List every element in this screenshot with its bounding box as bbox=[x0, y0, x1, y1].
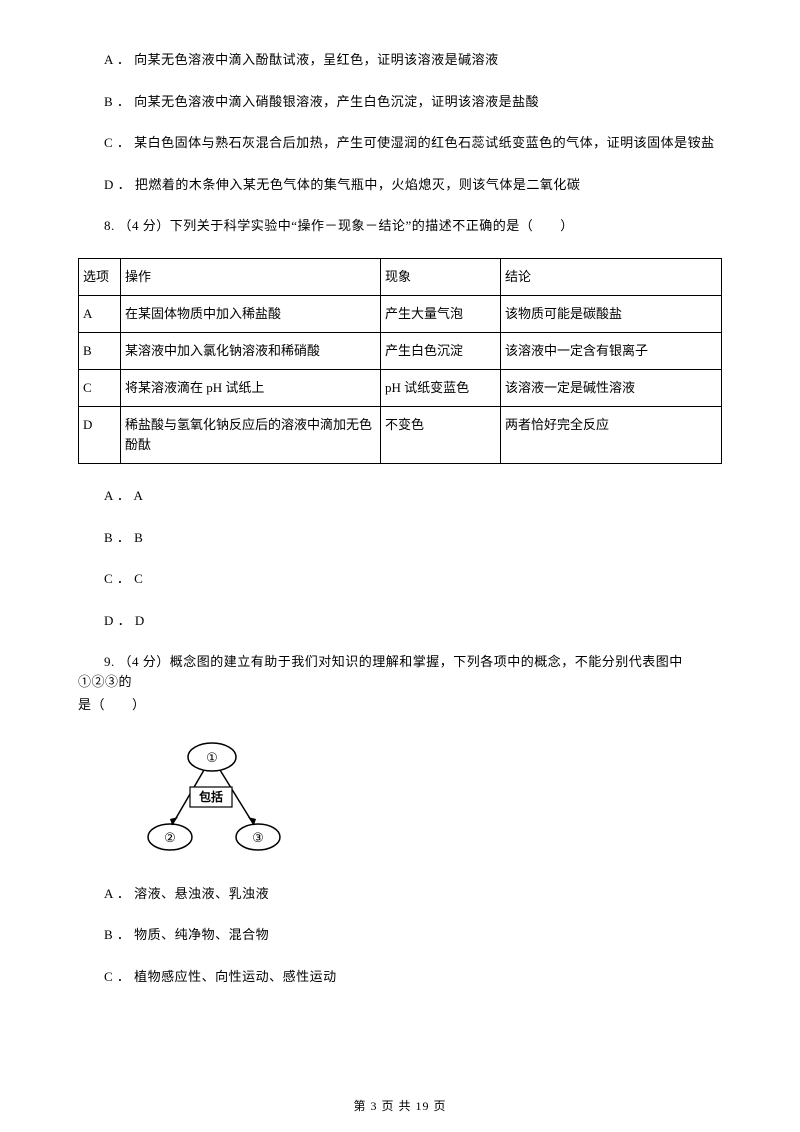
table-header-cell: 操作 bbox=[121, 258, 381, 295]
q9-diagram: ① 包括 ② ③ bbox=[142, 737, 722, 862]
table-header-cell: 现象 bbox=[381, 258, 501, 295]
diagram-label: 包括 bbox=[198, 789, 223, 804]
q9-choice-b: B ． 物质、纯净物、混合物 bbox=[78, 925, 722, 945]
q9-stem-2: 是（ ） bbox=[78, 695, 722, 715]
diagram-node-3: ③ bbox=[252, 830, 264, 845]
table-cell: C bbox=[79, 369, 121, 406]
diagram-node-2: ② bbox=[164, 830, 176, 845]
q8-choice-b: B ． B bbox=[78, 528, 722, 548]
table-row: C 将某溶液滴在 pH 试纸上 pH 试纸变蓝色 该溶液一定是碱性溶液 bbox=[79, 369, 722, 406]
q7-option-a: A ． 向某无色溶液中滴入酚酞试液，呈红色，证明该溶液是碱溶液 bbox=[78, 50, 722, 70]
table-cell: 两者恰好完全反应 bbox=[501, 407, 722, 464]
table-header-cell: 结论 bbox=[501, 258, 722, 295]
table-cell: 产生大量气泡 bbox=[381, 295, 501, 332]
q7-option-c: C ． 某白色固体与熟石灰混合后加热，产生可使湿润的红色石蕊试纸变蓝色的气体，证… bbox=[78, 133, 722, 153]
table-row: A 在某固体物质中加入稀盐酸 产生大量气泡 该物质可能是碳酸盐 bbox=[79, 295, 722, 332]
q9-choice-c: C ． 植物感应性、向性运动、感性运动 bbox=[78, 967, 722, 987]
table-cell: 稀盐酸与氢氧化钠反应后的溶液中滴加无色酚酞 bbox=[121, 407, 381, 464]
diagram-node-1: ① bbox=[206, 750, 218, 765]
table-cell: 该溶液一定是碱性溶液 bbox=[501, 369, 722, 406]
table-cell: 某溶液中加入氯化钠溶液和稀硝酸 bbox=[121, 332, 381, 369]
table-cell: 该物质可能是碳酸盐 bbox=[501, 295, 722, 332]
table-cell: B bbox=[79, 332, 121, 369]
table-row: D 稀盐酸与氢氧化钠反应后的溶液中滴加无色酚酞 不变色 两者恰好完全反应 bbox=[79, 407, 722, 464]
table-cell: D bbox=[79, 407, 121, 464]
table-cell: A bbox=[79, 295, 121, 332]
q8-choice-a: A ． A bbox=[78, 486, 722, 506]
table-header-cell: 选项 bbox=[79, 258, 121, 295]
table-row: 选项 操作 现象 结论 bbox=[79, 258, 722, 295]
table-cell: 不变色 bbox=[381, 407, 501, 464]
table-cell: 将某溶液滴在 pH 试纸上 bbox=[121, 369, 381, 406]
q8-stem: 8. （4 分）下列关于科学实验中“操作－现象－结论”的描述不正确的是（ ） bbox=[78, 216, 722, 236]
q8-choice-c: C ． C bbox=[78, 569, 722, 589]
q8-table: 选项 操作 现象 结论 A 在某固体物质中加入稀盐酸 产生大量气泡 该物质可能是… bbox=[78, 258, 722, 465]
table-cell: pH 试纸变蓝色 bbox=[381, 369, 501, 406]
q9-choice-a: A ． 溶液、悬浊液、乳浊液 bbox=[78, 884, 722, 904]
table-row: B 某溶液中加入氯化钠溶液和稀硝酸 产生白色沉淀 该溶液中一定含有银离子 bbox=[79, 332, 722, 369]
q7-option-d: D ． 把燃着的木条伸入某无色气体的集气瓶中，火焰熄灭，则该气体是二氧化碳 bbox=[78, 175, 722, 195]
table-cell: 在某固体物质中加入稀盐酸 bbox=[121, 295, 381, 332]
table-cell: 该溶液中一定含有银离子 bbox=[501, 332, 722, 369]
table-cell: 产生白色沉淀 bbox=[381, 332, 501, 369]
page-footer: 第 3 页 共 19 页 bbox=[0, 1097, 800, 1114]
q9-stem-1: 9. （4 分）概念图的建立有助于我们对知识的理解和掌握，下列各项中的概念，不能… bbox=[78, 652, 722, 691]
q8-choice-d: D ． D bbox=[78, 611, 722, 631]
q7-option-b: B ． 向某无色溶液中滴入硝酸银溶液，产生白色沉淀，证明该溶液是盐酸 bbox=[78, 92, 722, 112]
